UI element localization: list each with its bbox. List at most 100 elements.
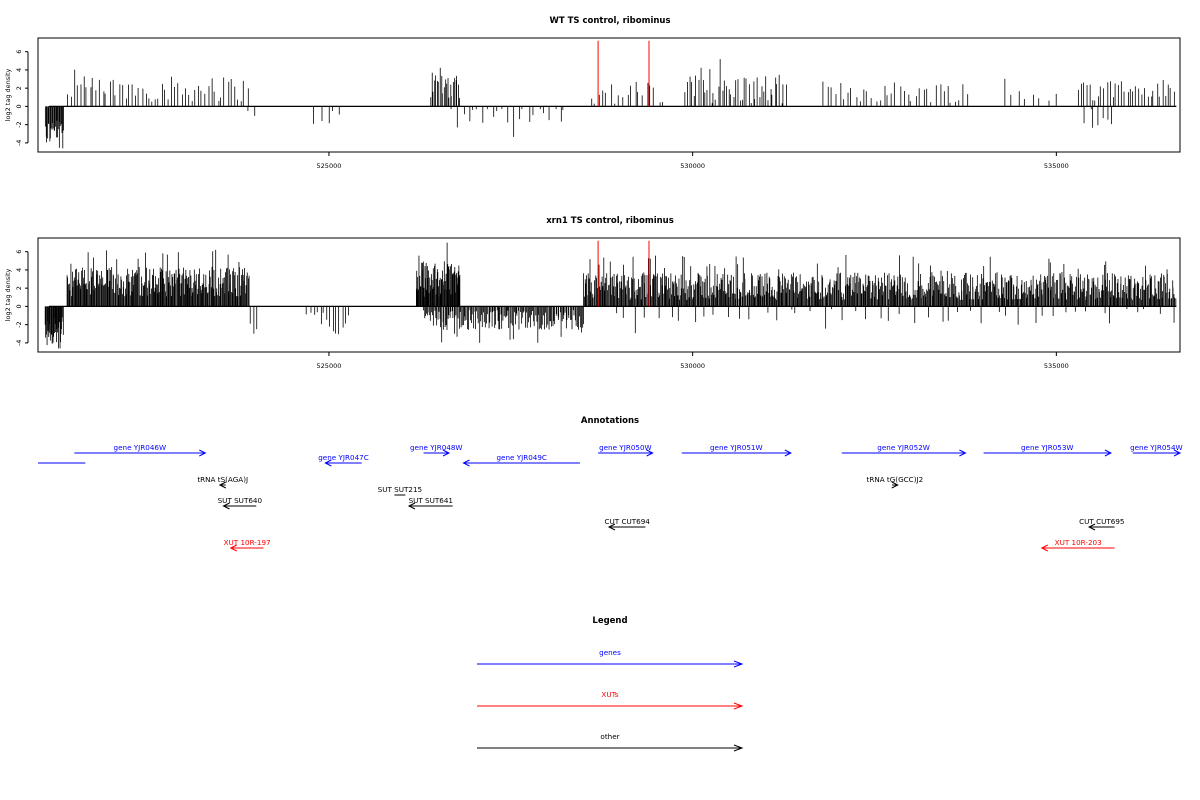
y-tick-label: -2 bbox=[15, 121, 23, 127]
arrow-right-icon bbox=[199, 449, 207, 457]
legend-entries: genes XUTs other bbox=[477, 648, 744, 752]
arrow-left-icon bbox=[462, 459, 470, 467]
arrow-right-icon bbox=[733, 744, 744, 752]
annotation-feature: gene YJR046W bbox=[74, 443, 207, 457]
annotation-feature: tRNA tS(AGA)J bbox=[197, 475, 248, 489]
y-tick-label: 0 bbox=[15, 304, 23, 308]
y-tick-label: -4 bbox=[15, 340, 23, 346]
wt-y-axis-label: log2 tag density bbox=[4, 69, 12, 122]
arrow-right-icon bbox=[442, 449, 451, 457]
feature-label: SUT SUT215 bbox=[378, 485, 422, 494]
xrn1-axes: 6 4 2 0 -2 -4 525000 530000 535000 bbox=[15, 250, 1069, 370]
arrow-left-icon bbox=[607, 523, 616, 531]
feature-label: gene YJR052W bbox=[877, 443, 930, 452]
feature-label: tRNA tS(AGA)J bbox=[197, 475, 248, 484]
annotation-feature: gene YJR049C bbox=[462, 453, 580, 467]
annotations-title: Annotations bbox=[581, 416, 639, 426]
feature-label: gene YJR046W bbox=[114, 443, 167, 452]
arrow-right-icon bbox=[1173, 449, 1182, 457]
feature-label: XUT 10R-197 bbox=[224, 538, 271, 547]
legend-entry: other bbox=[477, 732, 744, 752]
legend-label: genes bbox=[599, 648, 621, 657]
xrn1-y-axis-label: log2 tag density bbox=[4, 269, 12, 322]
y-tick-label: 2 bbox=[15, 86, 23, 90]
arrow-right-icon bbox=[959, 449, 967, 457]
xrn1-panel-title: xrn1 TS control, ribominus bbox=[546, 216, 674, 226]
x-tick-label: 535000 bbox=[1044, 162, 1069, 170]
feature-label: gene YJR047C bbox=[318, 453, 369, 462]
wt-bars bbox=[44, 59, 1177, 149]
feature-label: XUT 10R-203 bbox=[1055, 538, 1102, 547]
annotation-feature: gene YJR051W bbox=[681, 443, 792, 457]
y-tick-label: 2 bbox=[15, 286, 23, 290]
arrow-left-icon bbox=[1087, 523, 1096, 531]
annotation-feature: SUT SUT640 bbox=[218, 496, 263, 510]
feature-label: CUT CUT695 bbox=[1079, 517, 1124, 526]
annotation-feature: CUT CUT694 bbox=[605, 517, 651, 531]
annotation-feature: XUT 10R-197 bbox=[224, 538, 271, 552]
legend-entry: XUTs bbox=[477, 690, 744, 710]
feature-label: SUT SUT641 bbox=[409, 496, 453, 505]
y-tick-label: 4 bbox=[15, 268, 23, 272]
x-tick-label: 525000 bbox=[317, 162, 342, 170]
annotation-feature: SUT SUT215 bbox=[378, 485, 422, 496]
wt-panel-title: WT TS control, ribominus bbox=[549, 16, 670, 26]
legend-entry: genes bbox=[477, 648, 744, 668]
annotation-feature: CUT CUT695 bbox=[1079, 517, 1124, 531]
xrn1-highlight-lines bbox=[597, 240, 650, 307]
annotation-feature: gene YJR053W bbox=[983, 443, 1113, 457]
feature-label: gene YJR054W bbox=[1130, 443, 1183, 452]
arrow-right-icon bbox=[784, 449, 792, 457]
arrow-left-icon bbox=[222, 502, 230, 510]
arrow-right-icon bbox=[733, 660, 744, 668]
x-tick-label: 535000 bbox=[1044, 362, 1069, 370]
legend-label: XUTs bbox=[601, 690, 618, 699]
arrow-right-icon bbox=[733, 702, 744, 710]
annotation-features: gene YJR046W gene YJR047C gene YJR048W gene… bbox=[38, 443, 1183, 552]
y-tick-label: -2 bbox=[15, 321, 23, 327]
arrow-right-icon bbox=[1104, 449, 1113, 457]
xrn1-density-panel: xrn1 TS control, ribominus log2 tag dens… bbox=[4, 216, 1181, 370]
y-tick-label: 6 bbox=[15, 250, 23, 254]
x-tick-label: 530000 bbox=[680, 162, 705, 170]
annotation-feature: tRNA tG(GCC)J2 bbox=[867, 475, 924, 489]
annotation-feature: XUT 10R-203 bbox=[1040, 538, 1115, 552]
arrow-left-icon bbox=[229, 544, 237, 552]
x-tick-label: 525000 bbox=[317, 362, 342, 370]
annotation-feature: gene YJR052W bbox=[841, 443, 967, 457]
y-tick-label: 6 bbox=[15, 50, 23, 54]
annotation-feature: SUT SUT641 bbox=[407, 496, 453, 510]
y-tick-label: -4 bbox=[15, 140, 23, 146]
wt-plot-frame bbox=[37, 37, 1181, 153]
legend-title: Legend bbox=[592, 616, 627, 626]
arrow-right-icon bbox=[891, 481, 899, 489]
arrow-left-icon bbox=[218, 481, 227, 489]
wt-density-panel: WT TS control, ribominus log2 tag densit… bbox=[4, 16, 1181, 170]
feature-label: gene YJR050W bbox=[599, 443, 652, 452]
arrow-right-icon bbox=[646, 449, 654, 457]
feature-label: CUT CUT694 bbox=[605, 517, 651, 526]
feature-label: gene YJR053W bbox=[1021, 443, 1074, 452]
xrn1-plot-frame bbox=[37, 237, 1181, 353]
feature-label: gene YJR049C bbox=[496, 453, 547, 462]
y-tick-label: 4 bbox=[15, 68, 23, 72]
x-tick-label: 530000 bbox=[680, 362, 705, 370]
annotation-feature: gene YJR048W bbox=[410, 443, 463, 457]
wt-axes: 6 4 2 0 -2 -4 525000 530000 535000 bbox=[15, 50, 1069, 170]
xrn1-bars bbox=[44, 242, 1177, 349]
feature-label: gene YJR051W bbox=[710, 443, 763, 452]
arrow-left-icon bbox=[1040, 544, 1049, 552]
feature-label: gene YJR048W bbox=[410, 443, 463, 452]
annotation-feature: gene YJR047C bbox=[318, 453, 369, 467]
feature-label: SUT SUT640 bbox=[218, 496, 263, 505]
wt-highlight-lines bbox=[597, 40, 650, 107]
y-tick-label: 0 bbox=[15, 104, 23, 108]
legend: Legend genes XUTs other bbox=[477, 616, 744, 752]
arrow-left-icon bbox=[324, 459, 332, 467]
feature-label: tRNA tG(GCC)J2 bbox=[867, 475, 924, 484]
annotation-feature: gene YJR054W bbox=[1130, 443, 1183, 457]
arrow-left-icon bbox=[407, 502, 416, 510]
annotation-feature: gene YJR050W bbox=[598, 443, 654, 457]
